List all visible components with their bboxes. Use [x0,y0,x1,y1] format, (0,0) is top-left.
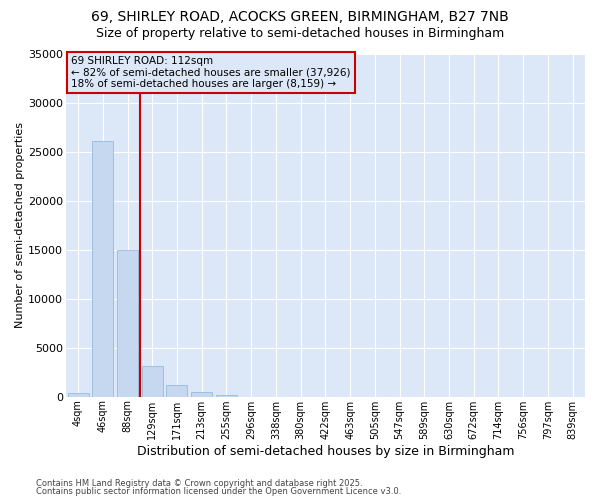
Bar [68,393,89,396]
Bar [142,366,163,396]
Text: Size of property relative to semi-detached houses in Birmingham: Size of property relative to semi-detach… [96,28,504,40]
Bar [92,141,113,397]
Text: Contains HM Land Registry data © Crown copyright and database right 2025.: Contains HM Land Registry data © Crown c… [36,478,362,488]
Text: 69 SHIRLEY ROAD: 112sqm
← 82% of semi-detached houses are smaller (37,926)
18% o: 69 SHIRLEY ROAD: 112sqm ← 82% of semi-de… [71,56,350,89]
Bar [216,394,237,396]
Bar [191,392,212,396]
Text: 69, SHIRLEY ROAD, ACOCKS GREEN, BIRMINGHAM, B27 7NB: 69, SHIRLEY ROAD, ACOCKS GREEN, BIRMINGH… [91,10,509,24]
Bar [117,250,138,396]
Y-axis label: Number of semi-detached properties: Number of semi-detached properties [15,122,25,328]
Bar [166,385,187,396]
Text: Contains public sector information licensed under the Open Government Licence v3: Contains public sector information licen… [36,487,401,496]
X-axis label: Distribution of semi-detached houses by size in Birmingham: Distribution of semi-detached houses by … [137,444,514,458]
